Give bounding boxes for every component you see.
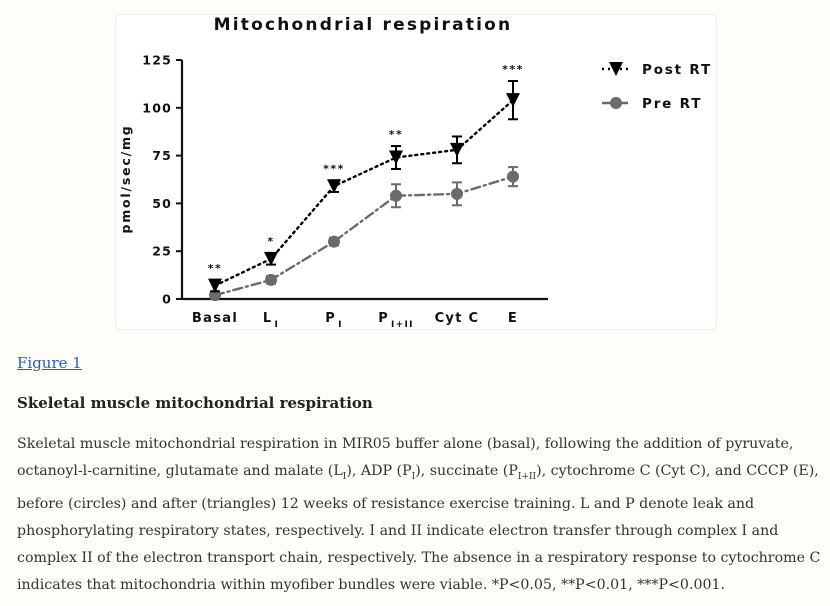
y-tick-label: 75 (152, 148, 172, 163)
y-tick-label: 25 (152, 244, 172, 259)
figure-caption: Skeletal muscle mitochondrial respiratio… (17, 431, 822, 599)
data-point-pre-rt (328, 235, 340, 248)
data-point-post-rt (327, 179, 341, 194)
caption-text: ), ADP (P (346, 463, 412, 479)
figure-title: Skeletal muscle mitochondrial respiratio… (17, 394, 373, 412)
chart-title: Mitochondrial respiration (214, 15, 513, 35)
x-tick-label: P I+II (378, 311, 414, 329)
respiration-chart: Mitochondrial respiration pmol/sec/mg 0 25 5… (118, 15, 712, 329)
x-tick-label: Cyt C (435, 311, 480, 326)
data-point-post-rt (389, 150, 403, 165)
caption-text: ), cytochrome C (Cyt C), and CCCP (E), b… (17, 463, 821, 593)
legend-label: Pre RT (642, 96, 702, 112)
data-point-post-rt (506, 93, 520, 108)
caption-text: Skeletal muscle mitochondrial respiratio… (17, 436, 794, 479)
data-point-pre-rt (507, 170, 519, 183)
data-point-pre-rt (451, 187, 463, 200)
y-axis-label: pmol/sec/mg (118, 124, 133, 233)
figure-link[interactable]: Figure 1 (17, 354, 82, 372)
data-point-post-rt (450, 142, 464, 157)
data-point-post-rt (264, 251, 278, 266)
series-line (213, 98, 515, 287)
legend-label: Post RT (642, 62, 712, 78)
figure-panel: Mitochondrial respiration pmol/sec/mg 0 25 5… (115, 14, 717, 330)
caption-subscript: I (342, 471, 347, 482)
significance-marker: *** (502, 63, 524, 76)
caption-subscript: I (411, 471, 416, 482)
significance-marker: *** (323, 162, 345, 175)
y-tick-label: 100 (142, 100, 172, 115)
caption-subscript: I+II (517, 471, 537, 482)
data-point-post-rt (208, 278, 222, 293)
y-tick-label: 0 (162, 292, 172, 307)
series-line (213, 175, 515, 297)
significance-marker: ** (208, 262, 223, 275)
significance-marker: * (267, 235, 274, 248)
data-point-pre-rt (265, 273, 277, 286)
significance-marker: ** (389, 128, 404, 141)
x-tick-label: E (508, 311, 518, 326)
data-point-pre-rt (390, 189, 402, 202)
y-tick-label: 125 (142, 53, 172, 68)
legend-marker-triangle (609, 62, 623, 76)
caption-text: ), succinate (P (415, 463, 518, 479)
x-tick-label: Basal (192, 311, 238, 326)
y-tick-label: 50 (152, 196, 172, 211)
legend-marker-circle (610, 97, 622, 109)
